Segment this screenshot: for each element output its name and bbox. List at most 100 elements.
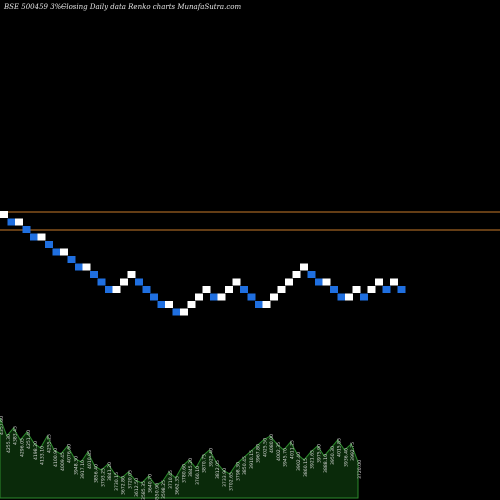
volume-area: [0, 417, 359, 499]
renko-brick-13: [97, 278, 106, 286]
renko-brick-36: [270, 293, 278, 301]
reference-lines: [0, 211, 500, 231]
renko-brick-42: [315, 278, 323, 286]
renko-brick-23: [172, 308, 181, 316]
renko-brick-38: [285, 278, 293, 286]
renko-brick-40: [300, 263, 308, 271]
renko-brick-41: [307, 271, 316, 278]
renko-brick-24: [180, 308, 188, 316]
renko-brick-22: [165, 301, 173, 308]
renko-brick-11: [82, 263, 91, 271]
volume-label-24: 3598.25: [161, 480, 167, 499]
volume-label-2: 4383.45: [13, 426, 19, 445]
renko-brick-27: [202, 286, 211, 293]
volume-label-9: 4009.45: [60, 452, 66, 471]
volume-label-33: 3733.90: [222, 468, 228, 487]
renko-brick-33: [247, 293, 256, 301]
volume-label-26: 3662.35: [175, 476, 181, 495]
volume-label-37: 3910.15: [249, 450, 255, 469]
volume-label-35: 3798.30: [235, 462, 241, 481]
volume-label-16: 3841.20: [107, 462, 113, 481]
volume-label-46: 3921.65: [310, 450, 316, 469]
renko-brick-19: [142, 286, 151, 293]
renko-bricks: [0, 211, 406, 316]
volume-label-27: 3780.60: [181, 464, 187, 483]
renko-brick-53: [397, 286, 406, 293]
renko-brick-39: [292, 271, 301, 278]
renko-brick-4: [30, 233, 38, 241]
renko-brick-51: [382, 286, 391, 293]
volume-label-29: 3760.10: [195, 466, 201, 485]
renko-brick-52: [390, 278, 398, 286]
symbol-label: BSE 500459 3%~: [4, 3, 68, 11]
volume-area-path: [0, 417, 359, 499]
volume-label-6: 4133.10: [40, 446, 46, 465]
volume-label-17: 3730.15: [114, 472, 120, 491]
renko-brick-29: [217, 293, 226, 301]
volume-label-47: 3975.90: [317, 444, 323, 463]
renko-brick-28: [210, 293, 218, 301]
volume-label-0: 4357.60: [0, 416, 5, 435]
renko-brick-26: [195, 293, 203, 301]
renko-brick-5: [37, 233, 46, 241]
volume-label-23: 3550.90: [154, 483, 160, 500]
renko-brick-30: [225, 286, 233, 293]
volume-label-31: 3925.40: [208, 448, 214, 467]
volume-label-32: 3812.05: [215, 460, 221, 479]
volume-label-48: 3888.10: [323, 454, 329, 473]
volume-label-7: 4255.25: [46, 434, 52, 453]
volume-label-19: 3720.05: [127, 470, 133, 489]
renko-brick-46: [345, 293, 353, 301]
renko-brick-25: [187, 301, 196, 308]
chart-caption: Closing Daily data Renko charts MunafaSu…: [61, 3, 242, 11]
volume-label-15: 3793.25: [100, 468, 106, 487]
renko-brick-9: [67, 256, 76, 263]
volume-label-18: 3672.80: [121, 476, 127, 495]
renko-brick-12: [90, 271, 98, 278]
volume-label-49: 3950.30: [330, 446, 336, 465]
volume-label-14: 3856.40: [94, 464, 100, 483]
renko-brick-15: [112, 286, 121, 293]
volume-label-13: 4010.85: [87, 450, 93, 469]
volume-label-20: 3612.50: [134, 478, 140, 497]
volume-label-36: 3850.45: [242, 456, 248, 475]
volume-label-44: 3902.40: [296, 452, 302, 471]
renko-brick-10: [75, 263, 83, 271]
volume-label-8: 4100.90: [53, 448, 59, 467]
volume-label-53: 3720.00: [357, 460, 363, 479]
volume-label-40: 4080.00: [269, 434, 275, 453]
renko-brick-7: [52, 248, 61, 256]
renko-brick-18: [135, 278, 143, 286]
volume-label-25: 3710.45: [168, 470, 174, 489]
renko-brick-45: [337, 293, 346, 301]
volume-label-50: 4015.85: [337, 438, 343, 457]
renko-brick-8: [60, 248, 68, 256]
volume-label-30: 3870.75: [202, 454, 208, 473]
renko-brick-31: [232, 278, 241, 286]
renko-brick-3: [22, 226, 31, 233]
volume-label-10: 4076.60: [67, 444, 73, 463]
volume-label-4: 4251.40: [26, 430, 32, 449]
volume-label-1: 4255.30: [6, 434, 12, 453]
renko-brick-0: [0, 211, 8, 218]
renko-brick-2: [15, 218, 23, 226]
volume-label-45: 3860.15: [303, 458, 309, 477]
volume-label-11: 3948.30: [73, 456, 79, 475]
volume-label-34: 3702.65: [229, 472, 235, 491]
renko-brick-6: [45, 241, 53, 248]
renko-brick-35: [262, 301, 271, 308]
renko-brick-16: [120, 278, 128, 286]
renko-brick-50: [375, 278, 383, 286]
renko-brick-49: [367, 286, 376, 293]
renko-brick-17: [127, 271, 136, 278]
renko-brick-43: [322, 278, 331, 286]
volume-label-28: 3845.20: [188, 458, 194, 477]
volume-label-42: 3945.70: [283, 448, 289, 467]
renko-brick-37: [277, 286, 286, 293]
volume-label-22: 3640.70: [148, 474, 154, 493]
renko-brick-21: [157, 301, 166, 308]
volume-label-51: 3936.40: [344, 448, 350, 467]
volume-label-41: 4002.35: [276, 442, 282, 461]
